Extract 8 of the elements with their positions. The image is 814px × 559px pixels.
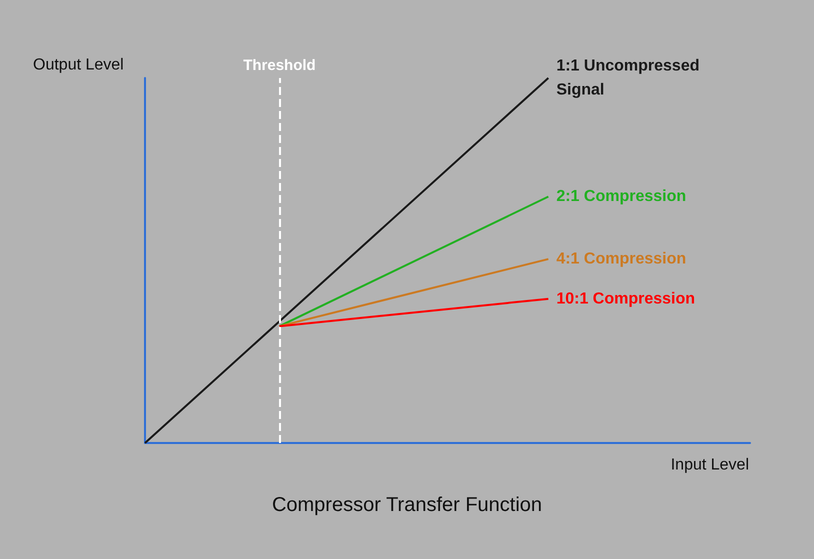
series-label: 4:1 Compression xyxy=(556,250,686,268)
series-label: 2:1 Compression xyxy=(556,188,686,206)
x-axis-title: Input Level xyxy=(670,456,749,474)
series-label: 10:1 Compression xyxy=(556,290,696,308)
y-axis-title: Output Level xyxy=(33,56,124,74)
text: Threshold xyxy=(243,57,316,74)
series-label: 1:1 Uncompressed Signal xyxy=(556,58,704,98)
text: Compressor Transfer Function xyxy=(272,494,542,516)
